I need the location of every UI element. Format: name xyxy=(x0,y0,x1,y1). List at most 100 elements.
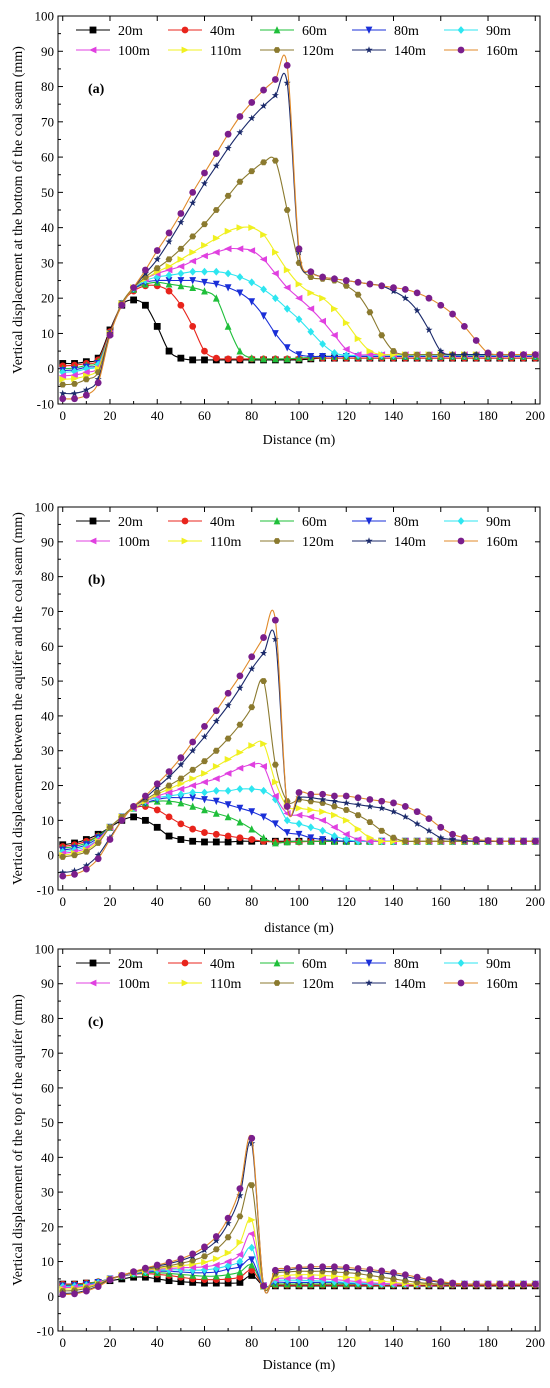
data-point xyxy=(200,1263,208,1271)
data-point xyxy=(354,801,362,808)
data-point xyxy=(200,778,208,786)
data-point xyxy=(248,785,256,793)
data-point xyxy=(177,1278,185,1286)
y-tick-label: 40 xyxy=(41,1150,54,1165)
data-point xyxy=(224,756,232,763)
data-point xyxy=(189,1278,197,1286)
data-point xyxy=(201,169,208,177)
data-point xyxy=(201,1243,208,1251)
data-point xyxy=(189,794,197,802)
data-point xyxy=(283,816,291,825)
data-point xyxy=(319,340,326,348)
x-axis-label: Distance (m) xyxy=(263,433,336,448)
data-point xyxy=(212,267,220,276)
data-point xyxy=(259,256,267,263)
data-point xyxy=(283,803,291,810)
legend-item-140m: 140m xyxy=(352,535,426,550)
y-tick-label: 0 xyxy=(48,1289,55,1304)
x-tick-label: 140 xyxy=(384,894,404,909)
data-point xyxy=(508,351,516,359)
legend-label: 90m xyxy=(486,515,511,530)
data-point xyxy=(236,178,244,185)
data-point xyxy=(189,766,197,773)
legend-marker xyxy=(181,46,189,54)
data-point xyxy=(390,348,397,354)
data-point xyxy=(248,836,256,843)
y-tick-label: 0 xyxy=(48,361,55,376)
data-point xyxy=(59,368,67,377)
data-point xyxy=(425,838,433,845)
x-tick-label: 80 xyxy=(245,894,258,909)
data-point xyxy=(295,794,303,801)
y-tick-label: 90 xyxy=(41,44,54,59)
data-point xyxy=(236,1257,244,1266)
data-point xyxy=(177,785,185,793)
legend-marker xyxy=(273,47,281,53)
data-point xyxy=(177,1255,185,1263)
data-point xyxy=(283,838,291,846)
data-point xyxy=(248,354,256,362)
data-point xyxy=(177,245,185,252)
data-point xyxy=(425,1276,433,1284)
data-point xyxy=(295,280,303,288)
legend-label: 110m xyxy=(210,44,241,59)
x-tick-label: 200 xyxy=(526,408,546,423)
data-point xyxy=(165,229,173,237)
data-point xyxy=(248,1182,256,1189)
data-point xyxy=(484,1280,492,1288)
data-point xyxy=(177,277,185,285)
data-point xyxy=(236,224,244,231)
data-point xyxy=(177,210,185,217)
data-point xyxy=(472,836,480,843)
legend-label: 60m xyxy=(302,515,327,530)
data-point xyxy=(189,738,197,746)
legend-item-120m: 120m xyxy=(260,44,334,59)
legend-label: 160m xyxy=(486,535,518,550)
data-point xyxy=(413,820,421,827)
data-point xyxy=(189,248,197,256)
data-point xyxy=(201,722,208,730)
data-point xyxy=(319,836,326,844)
data-point xyxy=(247,761,256,769)
data-point xyxy=(508,837,516,845)
series-line-140m xyxy=(62,73,536,395)
legend-item-160m: 160m xyxy=(444,977,518,992)
data-point xyxy=(130,296,138,304)
chart-panel-1: -10 0 10 20 30 40 50 60 70 80 90 100 0 20 40 60 80 100 120… xyxy=(11,9,545,449)
data-point xyxy=(130,803,138,810)
data-point xyxy=(189,188,197,196)
panel-label: (b) xyxy=(88,573,105,588)
y-tick-label: 30 xyxy=(41,1185,54,1200)
data-point xyxy=(212,354,220,362)
data-point xyxy=(189,802,197,810)
data-point xyxy=(165,1258,173,1266)
data-point xyxy=(177,790,185,799)
data-point xyxy=(437,823,445,831)
data-point xyxy=(236,289,244,297)
data-point xyxy=(319,294,327,302)
data-point xyxy=(165,813,173,821)
legend-item-90m: 90m xyxy=(444,515,511,530)
legend-marker xyxy=(89,26,97,34)
data-point xyxy=(188,782,197,789)
legend-item-140m: 140m xyxy=(352,977,426,992)
legend-item-60m: 60m xyxy=(260,24,327,39)
data-point xyxy=(401,1277,409,1284)
data-point xyxy=(307,806,315,814)
data-point xyxy=(212,294,220,302)
data-point xyxy=(283,798,291,805)
data-point xyxy=(236,672,244,680)
data-point xyxy=(271,76,279,83)
data-point xyxy=(283,61,291,69)
data-point xyxy=(449,310,456,318)
data-point xyxy=(58,372,67,380)
data-point xyxy=(177,301,185,309)
data-point xyxy=(224,801,232,809)
legend-label: 120m xyxy=(302,535,334,550)
data-point xyxy=(224,269,232,278)
data-point xyxy=(224,1270,232,1279)
data-point xyxy=(59,1291,67,1298)
data-point xyxy=(331,305,339,313)
data-point xyxy=(354,335,362,343)
data-point xyxy=(224,1279,232,1287)
